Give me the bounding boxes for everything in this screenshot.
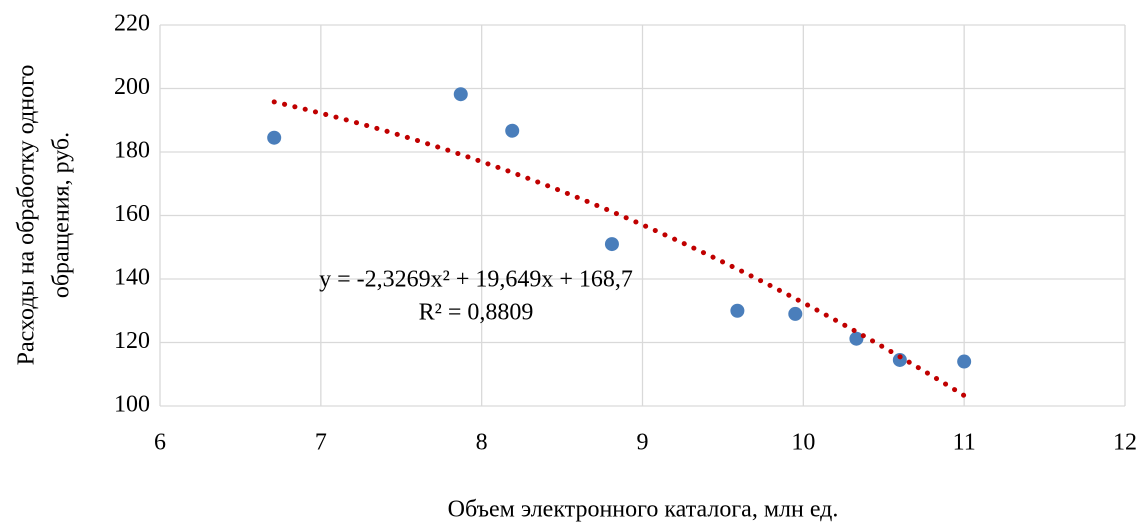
point xyxy=(788,306,803,321)
y-tick-label: 200 xyxy=(114,74,150,100)
point xyxy=(604,237,619,252)
point xyxy=(892,352,907,367)
x-tick-label: 11 xyxy=(953,430,976,456)
y-tick-label: 120 xyxy=(114,328,150,354)
point xyxy=(267,130,282,145)
x-tick-label: 12 xyxy=(1113,430,1137,456)
x-tick-label: 7 xyxy=(315,430,327,456)
y-tick-label: 140 xyxy=(114,265,150,291)
point xyxy=(730,303,745,318)
x-tick-label: 10 xyxy=(791,430,815,456)
x-axis-title: Объем электронного каталога, млн ед. xyxy=(448,497,839,523)
trendline xyxy=(271,99,967,399)
y-axis-title: обращения, руб. xyxy=(49,132,75,298)
y-tick-label: 220 xyxy=(114,11,150,37)
point xyxy=(957,354,972,369)
trendline-equation: y = -2,3269x² + 19,649x + 168,7 xyxy=(319,267,633,293)
y-tick-label: 100 xyxy=(114,392,150,418)
point xyxy=(505,123,520,138)
trendline-r2: R² = 0,8809 xyxy=(419,300,534,326)
point xyxy=(849,331,864,346)
x-tick-label: 6 xyxy=(154,430,166,456)
x-tick-label: 8 xyxy=(476,430,488,456)
y-tick-label: 180 xyxy=(114,138,150,164)
y-axis-title: Расходы на обработку одного xyxy=(14,65,40,366)
x-tick-label: 9 xyxy=(637,430,649,456)
point xyxy=(453,87,468,102)
y-tick-label: 160 xyxy=(114,201,150,227)
